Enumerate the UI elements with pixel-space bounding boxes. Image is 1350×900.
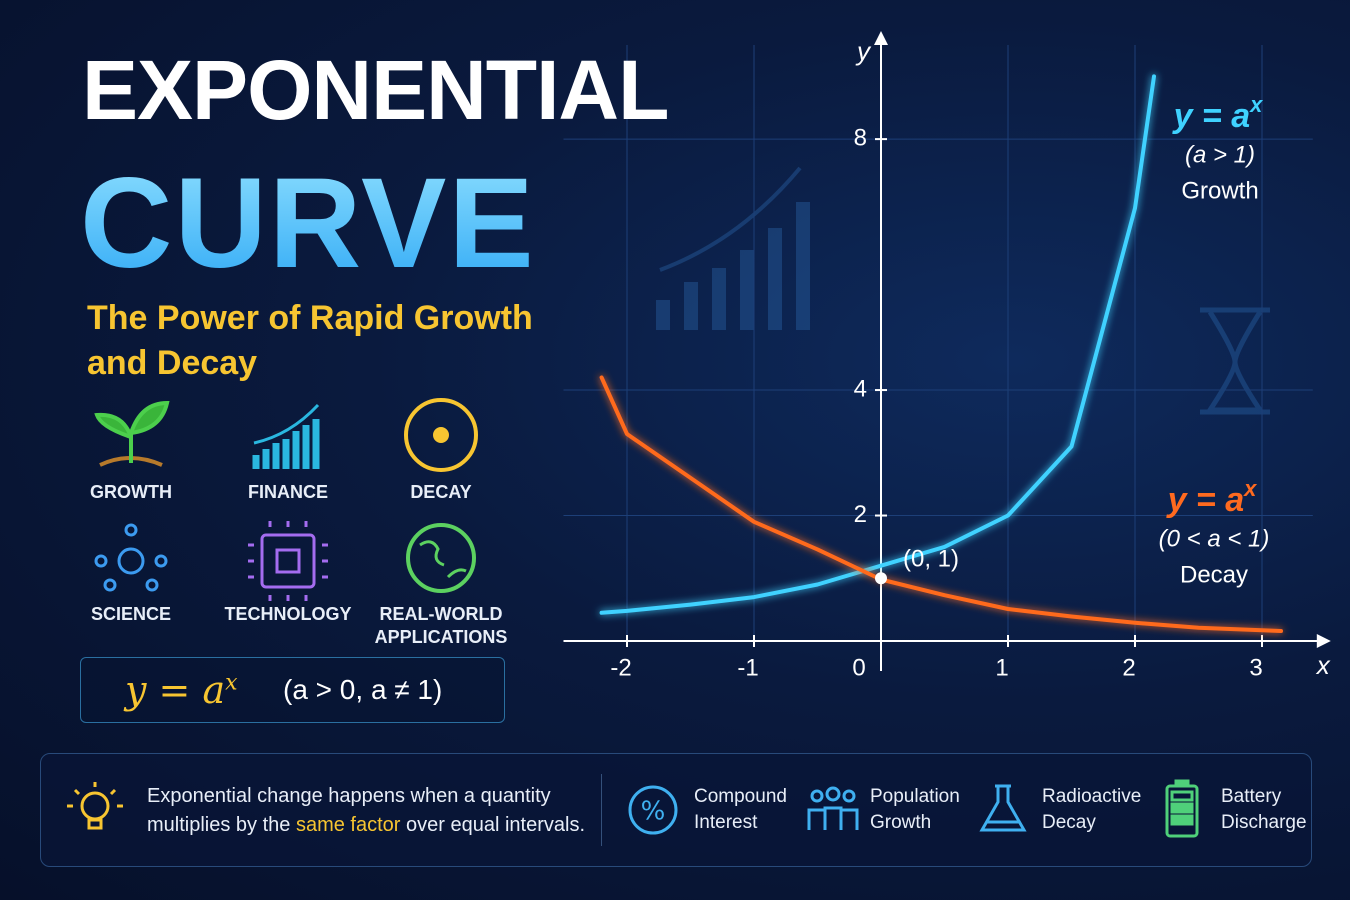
percent-icon: % — [628, 785, 678, 835]
topic-label: GROWTH — [90, 482, 172, 502]
example-label: Battery Discharge — [1221, 786, 1307, 833]
note-text: Exponential change happens when a quanti… — [147, 785, 551, 836]
title-accent: CURVE — [80, 152, 536, 295]
title: EXPONENTIAL — [82, 43, 669, 137]
people-icon — [807, 786, 859, 830]
x-tick-label: 2 — [1122, 654, 1135, 681]
legend-label: Decay — [1180, 561, 1248, 588]
series-condition: (0 < a < 1) — [1159, 525, 1270, 552]
series-formula-exponent: x — [1243, 476, 1257, 501]
y-tick-label: 2 — [854, 501, 867, 528]
topic-label: FINANCE — [248, 482, 328, 502]
x-tick-label: 1 — [995, 654, 1008, 681]
y-tick-label: 4 — [854, 375, 867, 402]
formula-box: y = ax (a > 0, a ≠ 1) — [80, 657, 505, 723]
topic-label: TECHNOLOGY — [224, 604, 352, 624]
x-tick-label: -1 — [737, 654, 758, 681]
series-formula: y = ax — [1166, 476, 1258, 519]
y-axis-arrow — [874, 31, 888, 45]
y-axis-label: y — [855, 36, 872, 66]
note-text: over equal intervals. — [400, 814, 585, 836]
series-formula-base: y = a — [1172, 97, 1251, 135]
footer: Exponential change happens when a quanti… — [40, 753, 1312, 867]
x-axis-label: x — [1315, 650, 1331, 680]
series-condition: (a > 1) — [1185, 141, 1255, 168]
formula: y = ax — [125, 668, 238, 712]
series-formula-base: y = a — [1166, 481, 1245, 519]
topic-label: REAL-WORLD APPLICATIONS — [374, 604, 508, 647]
x-axis-arrow — [1316, 634, 1331, 648]
note-highlight: same factor — [295, 814, 401, 836]
x-tick-label: 0 — [852, 654, 865, 681]
formula-condition: (a > 0, a ≠ 1) — [283, 674, 443, 705]
formula-exponent: x — [225, 670, 238, 696]
y-tick-label: 8 — [854, 124, 867, 151]
decor-bars — [656, 166, 1270, 415]
flask-icon — [979, 784, 1027, 832]
series-line — [599, 375, 1283, 633]
example-label: Population Growth — [870, 786, 960, 833]
topic-label: SCIENCE — [90, 604, 171, 624]
series-formula: y = ax — [1172, 92, 1264, 135]
example-label: Radioactive Decay — [1042, 786, 1142, 833]
svg-text:%: % — [641, 797, 666, 827]
subtitle: The Power of Rapid Growth and Decay — [87, 299, 533, 382]
intercept-label: (0, 1) — [903, 546, 959, 573]
series-formula-exponent: x — [1249, 92, 1263, 117]
topic-label: DECAY — [410, 482, 472, 502]
divider — [601, 774, 602, 846]
footer-note: Exponential change happens when a quanti… — [147, 782, 597, 840]
x-tick-label: -2 — [610, 654, 631, 681]
formula-base: y = a — [125, 668, 226, 712]
legend-label: Growth — [1181, 177, 1258, 204]
battery-icon — [1165, 779, 1199, 838]
example-label: Compound Interest — [694, 786, 787, 833]
intercept-point — [875, 572, 887, 585]
series-line — [599, 74, 1156, 615]
topic-icons — [94, 398, 478, 601]
bulb-icon — [67, 782, 123, 830]
x-tick-label: 3 — [1249, 654, 1262, 681]
